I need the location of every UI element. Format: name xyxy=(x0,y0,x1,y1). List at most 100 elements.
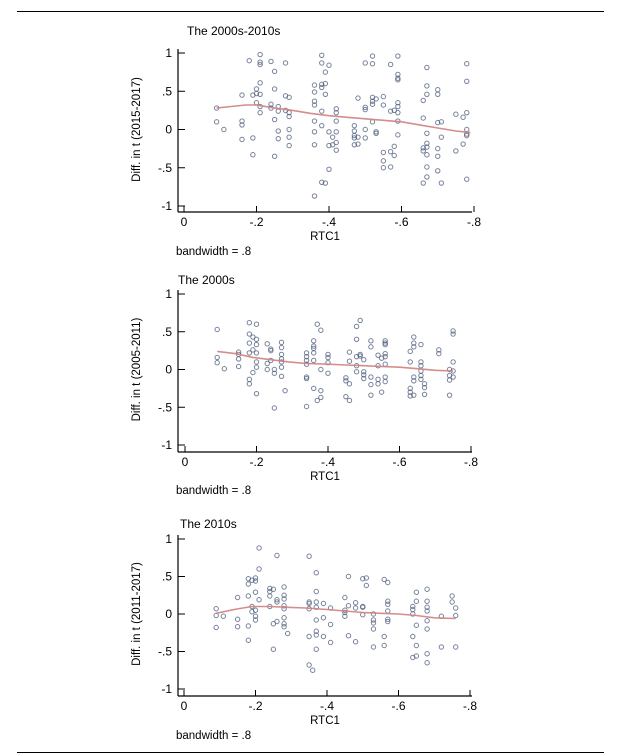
scatter-point xyxy=(281,592,287,598)
scatter-point xyxy=(450,328,456,334)
scatter-point xyxy=(270,646,277,652)
scatter-point xyxy=(221,126,227,133)
scatter-point xyxy=(410,611,416,617)
scatter-point xyxy=(274,552,280,559)
scatter-point xyxy=(286,142,292,149)
scatter-point xyxy=(351,135,358,141)
scatter-point xyxy=(424,140,430,146)
scatter-point xyxy=(421,381,428,387)
scatter-point xyxy=(387,148,394,155)
scatter-point xyxy=(355,95,361,101)
scatter-point xyxy=(362,126,368,133)
scatter-point xyxy=(391,143,397,150)
scatter-point xyxy=(267,585,273,592)
scatter-point xyxy=(253,90,260,97)
scatter-point xyxy=(311,350,317,356)
scatter-point xyxy=(413,598,420,604)
scatter-point xyxy=(380,149,387,156)
scatter-point xyxy=(322,180,329,186)
scatter-point xyxy=(319,84,325,91)
scatter-point xyxy=(360,604,366,610)
scatter-point xyxy=(450,359,456,365)
scatter-point xyxy=(318,387,324,394)
scatter-point xyxy=(234,616,241,622)
scatter-point xyxy=(395,77,401,83)
scatter-point xyxy=(252,578,259,584)
y-tick-label: .5 xyxy=(162,84,172,98)
scatter-point xyxy=(411,378,417,384)
scatter-point xyxy=(351,142,358,148)
scatter-point xyxy=(313,632,319,638)
chart-title: The 2000s xyxy=(178,273,235,287)
x-tick-label: -.6 xyxy=(391,699,405,713)
scatter-point xyxy=(418,372,424,379)
scatter-point xyxy=(221,366,228,372)
scatter-point xyxy=(424,64,430,71)
scatter-point xyxy=(278,339,285,346)
scatter-point xyxy=(268,347,274,354)
top-rule xyxy=(17,11,604,12)
scatter-point xyxy=(453,644,459,650)
scatter-point xyxy=(385,618,391,625)
scatter-point xyxy=(395,132,401,138)
scatter-point xyxy=(311,385,317,392)
scatter-point xyxy=(355,134,361,140)
scatter-point xyxy=(311,98,318,104)
scatter-point xyxy=(325,354,331,361)
scatter-point xyxy=(319,60,325,66)
scatter-point xyxy=(281,624,287,630)
scatter-point xyxy=(333,147,339,153)
scatter-point xyxy=(418,341,424,348)
scatter-point xyxy=(368,374,374,380)
scatter-point xyxy=(246,350,253,356)
scatter-point xyxy=(271,366,278,373)
scatter-point xyxy=(311,357,317,364)
scatter-point xyxy=(311,142,318,148)
scatter-point xyxy=(253,321,260,327)
scatter-point xyxy=(246,376,253,383)
scatter-point xyxy=(345,603,352,609)
scatter-point xyxy=(264,360,270,367)
scatter-point xyxy=(385,579,391,586)
scatter-point xyxy=(391,152,397,159)
chart-title: The 2010s xyxy=(180,517,237,531)
scatter-point xyxy=(313,628,319,634)
scatter-point xyxy=(286,113,292,120)
scatter-point xyxy=(418,363,424,369)
scatter-point xyxy=(257,61,263,68)
scatter-point xyxy=(320,615,327,621)
scatter-point xyxy=(311,338,317,344)
scatter-point xyxy=(286,134,292,140)
chart-panel-1: The 2000s-2010s 1 .5 0 -.5 -1 0 -.2 -.4 -.6 -.8 RTC… xyxy=(131,24,481,258)
scatter-point xyxy=(267,593,273,599)
scatter-point xyxy=(256,566,262,572)
scatter-point xyxy=(333,118,339,124)
scatter-point xyxy=(245,637,252,643)
scatter-point xyxy=(325,370,331,376)
scatter-point xyxy=(322,91,329,98)
scatter-point xyxy=(453,111,459,117)
scatter-point xyxy=(311,102,318,108)
scatter-point xyxy=(435,87,441,93)
scatter-point xyxy=(375,381,381,387)
scatter-point xyxy=(369,101,376,107)
scatter-point xyxy=(275,135,281,142)
scatter-point xyxy=(274,597,280,603)
scatter-point xyxy=(435,168,441,174)
scatter-point xyxy=(284,630,291,637)
x-tick-label: -.8 xyxy=(463,699,477,713)
scatter-point xyxy=(353,323,360,330)
scatter-point xyxy=(271,153,278,159)
scatter-point xyxy=(368,392,374,398)
scatter-point xyxy=(449,593,455,599)
scatter-point xyxy=(424,130,430,137)
scatter-point xyxy=(303,353,310,360)
scatter-point xyxy=(257,91,263,98)
scatter-point xyxy=(346,349,353,355)
scatter-point xyxy=(352,639,359,645)
scatter-point xyxy=(245,593,252,599)
scatter-point xyxy=(270,586,277,592)
scatter-point xyxy=(333,129,339,135)
scatter-point xyxy=(325,351,331,358)
scatter-point xyxy=(373,130,379,137)
